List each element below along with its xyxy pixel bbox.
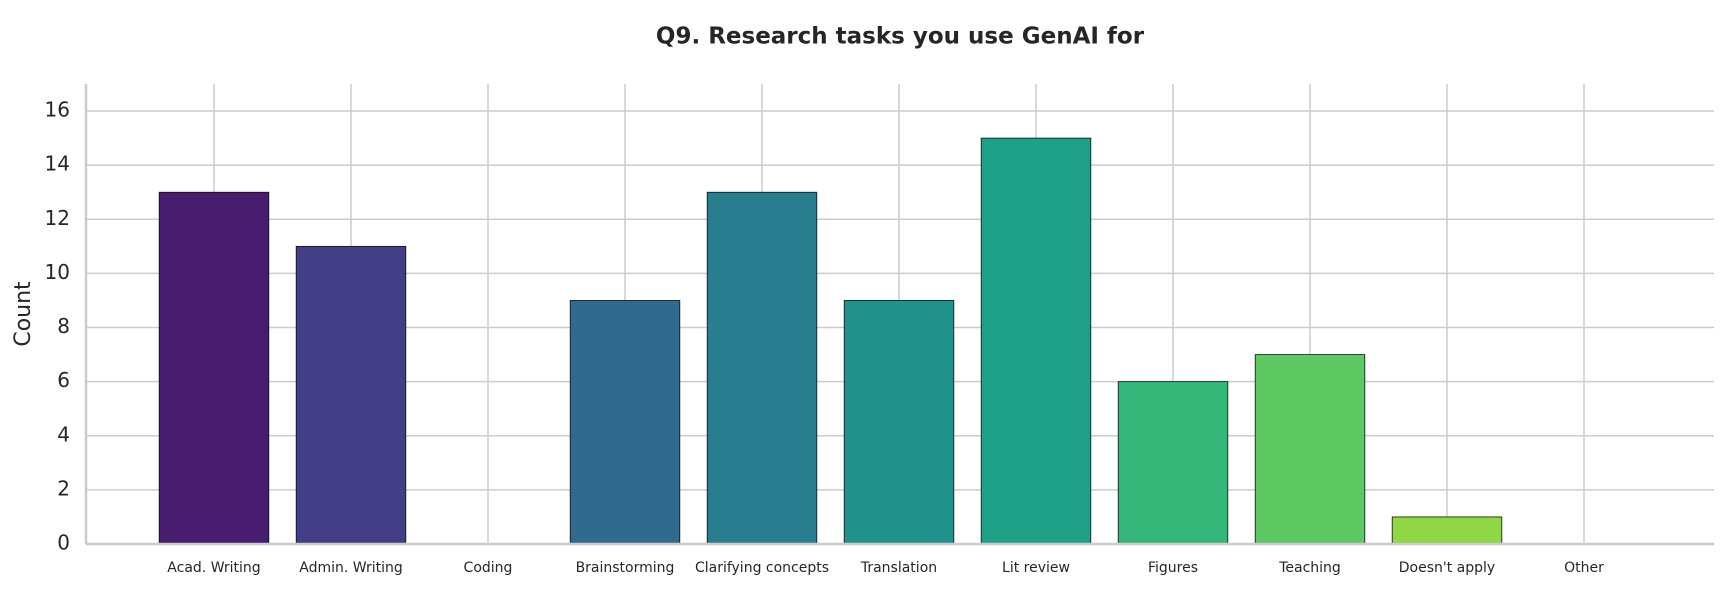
x-tick-label: Figures [1148,560,1198,576]
y-tick-label: 8 [57,314,70,338]
x-tick-label: Acad. Writing [167,560,260,576]
y-tick-label: 14 [45,152,70,176]
y-tick-label: 10 [45,260,70,284]
bar [1254,354,1366,545]
y-tick-label: 4 [57,422,70,446]
x-tick-label: Coding [464,560,513,576]
x-tick-label: Teaching [1278,560,1341,576]
x-tick-label: Doesn't apply [1399,560,1495,576]
x-tick-label: Translation [860,560,937,576]
bar [706,191,818,545]
x-tick-label: Lit review [1002,560,1070,576]
y-tick-label: 2 [57,476,70,500]
x-tick-label: Clarifying concepts [695,560,829,576]
y-tick-label: 16 [45,98,70,122]
y-axis-label: Count [11,281,36,347]
bar [1117,381,1229,545]
bar [158,191,270,545]
bar [1391,516,1503,545]
bar [569,300,681,545]
x-tick-label: Other [1564,560,1604,576]
bar [295,245,407,545]
bar [843,300,955,545]
chart-title: Q9. Research tasks you use GenAI for [656,24,1145,50]
y-tick-label: 6 [57,368,70,392]
x-tick-label: Brainstorming [576,560,675,576]
x-tick-label: Admin. Writing [299,560,403,576]
bar [980,137,1092,545]
y-tick-label: 12 [45,206,70,230]
y-tick-label: 0 [57,531,70,555]
